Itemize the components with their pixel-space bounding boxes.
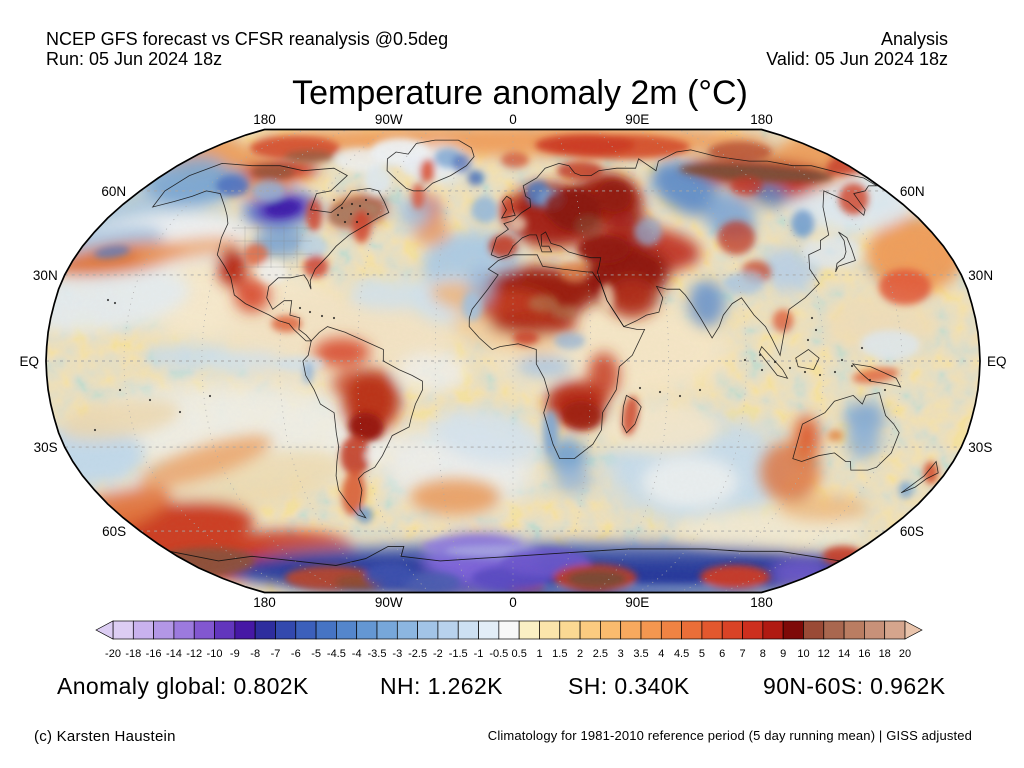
svg-text:-3: -3 <box>392 648 402 660</box>
svg-text:-8: -8 <box>250 648 260 660</box>
svg-text:-5: -5 <box>311 648 321 660</box>
svg-text:NH: 1.262K: NH: 1.262K <box>380 673 503 699</box>
svg-text:-14: -14 <box>166 648 182 660</box>
svg-text:Valid: 05 Jun 2024 18z: Valid: 05 Jun 2024 18z <box>766 49 948 69</box>
svg-text:180: 180 <box>253 112 276 127</box>
svg-text:90W: 90W <box>375 595 403 610</box>
svg-text:180: 180 <box>750 112 773 127</box>
svg-text:30N: 30N <box>33 268 58 283</box>
svg-text:0.5: 0.5 <box>512 648 527 660</box>
svg-text:10: 10 <box>797 648 809 660</box>
svg-text:20: 20 <box>899 648 911 660</box>
svg-text:90E: 90E <box>625 595 649 610</box>
svg-text:4: 4 <box>658 648 664 660</box>
svg-text:-10: -10 <box>207 648 223 660</box>
svg-text:9: 9 <box>780 648 786 660</box>
svg-text:3.5: 3.5 <box>633 648 648 660</box>
svg-text:2: 2 <box>577 648 583 660</box>
svg-text:60N: 60N <box>900 184 925 199</box>
svg-text:180: 180 <box>750 595 773 610</box>
svg-text:Analysis: Analysis <box>881 29 948 49</box>
svg-text:-2: -2 <box>433 648 443 660</box>
svg-text:-20: -20 <box>105 648 121 660</box>
svg-text:-12: -12 <box>186 648 202 660</box>
svg-text:-4: -4 <box>352 648 362 660</box>
svg-text:30S: 30S <box>34 440 58 455</box>
svg-text:6: 6 <box>719 648 725 660</box>
svg-text:-0.5: -0.5 <box>489 648 508 660</box>
svg-text:-3.5: -3.5 <box>368 648 387 660</box>
svg-text:0: 0 <box>509 112 517 127</box>
svg-text:12: 12 <box>818 648 830 660</box>
svg-text:1.5: 1.5 <box>552 648 567 660</box>
svg-text:-7: -7 <box>271 648 281 660</box>
svg-text:90E: 90E <box>625 112 649 127</box>
svg-text:(c) Karsten Haustein: (c) Karsten Haustein <box>34 728 176 745</box>
svg-text:EQ: EQ <box>19 354 39 369</box>
svg-text:14: 14 <box>838 648 850 660</box>
svg-text:60S: 60S <box>900 524 924 539</box>
svg-text:60N: 60N <box>101 184 126 199</box>
svg-text:30S: 30S <box>968 440 992 455</box>
svg-text:18: 18 <box>879 648 891 660</box>
svg-text:3: 3 <box>618 648 624 660</box>
svg-text:EQ: EQ <box>987 354 1007 369</box>
svg-text:90W: 90W <box>375 112 403 127</box>
svg-text:60S: 60S <box>102 524 126 539</box>
svg-text:30N: 30N <box>968 268 993 283</box>
svg-text:Climatology for 1981-2010 refe: Climatology for 1981-2010 reference peri… <box>488 728 972 743</box>
svg-text:8: 8 <box>760 648 766 660</box>
svg-text:1: 1 <box>536 648 542 660</box>
svg-text:SH: 0.340K: SH: 0.340K <box>568 673 690 699</box>
svg-text:Anomaly global: 0.802K: Anomaly global: 0.802K <box>57 673 309 699</box>
svg-text:5: 5 <box>699 648 705 660</box>
svg-text:2.5: 2.5 <box>593 648 608 660</box>
svg-text:4.5: 4.5 <box>674 648 689 660</box>
svg-text:7: 7 <box>739 648 745 660</box>
svg-text:-16: -16 <box>146 648 162 660</box>
svg-text:-9: -9 <box>230 648 240 660</box>
svg-text:Temperature anomaly 2m (°C): Temperature anomaly 2m (°C) <box>292 74 748 112</box>
svg-text:16: 16 <box>858 648 870 660</box>
svg-text:90N-60S: 0.962K: 90N-60S: 0.962K <box>763 673 946 699</box>
svg-text:180: 180 <box>253 595 276 610</box>
svg-text:-1.5: -1.5 <box>449 648 468 660</box>
svg-text:-1: -1 <box>474 648 484 660</box>
svg-text:-6: -6 <box>291 648 301 660</box>
svg-text:-4.5: -4.5 <box>327 648 346 660</box>
svg-text:-18: -18 <box>125 648 141 660</box>
svg-text:-2.5: -2.5 <box>408 648 427 660</box>
svg-text:NCEP GFS forecast vs CFSR rean: NCEP GFS forecast vs CFSR reanalysis @0.… <box>46 29 448 49</box>
svg-text:Run: 05 Jun 2024 18z: Run: 05 Jun 2024 18z <box>46 49 222 69</box>
svg-text:0: 0 <box>509 595 517 610</box>
